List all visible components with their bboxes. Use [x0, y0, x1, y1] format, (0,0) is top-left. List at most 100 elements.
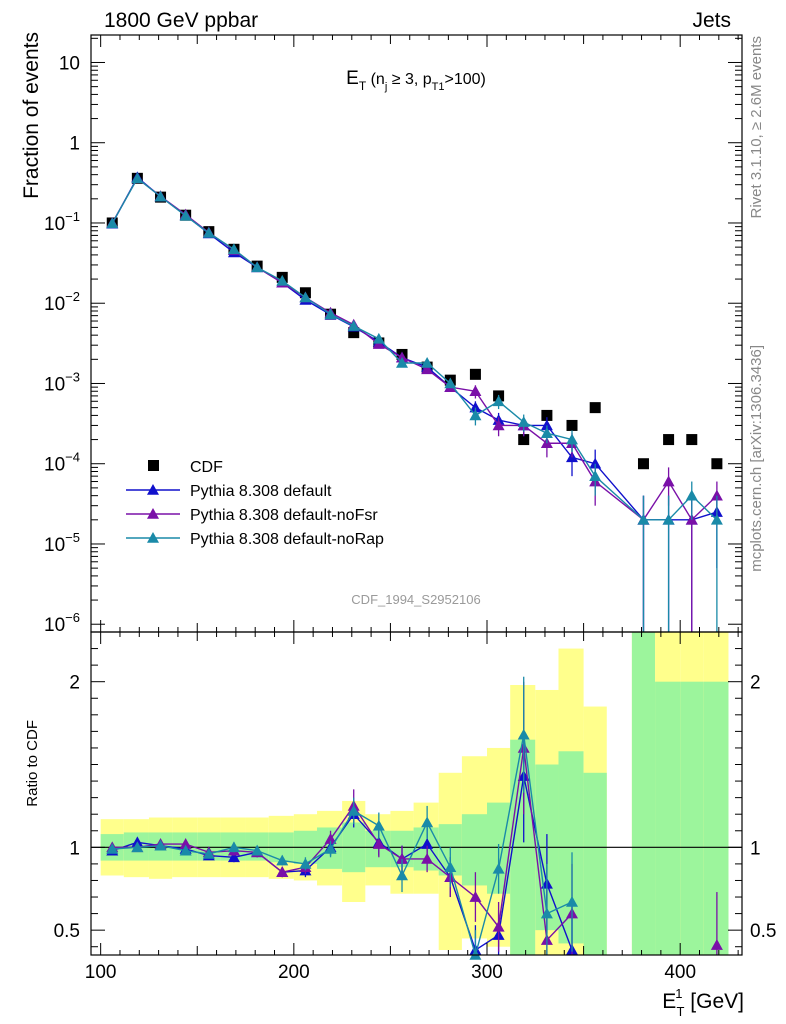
marker-noRap-11 — [372, 332, 385, 344]
marker-noRap-24 — [710, 513, 723, 525]
ratio-marker-noRap-19 — [566, 895, 579, 907]
ratio-band-inner-20 — [583, 772, 607, 955]
ratio-marker-noFsr-3 — [179, 838, 192, 849]
marker-noRap-22 — [662, 513, 675, 525]
marker-noRap-21 — [637, 513, 650, 525]
marker-noRap-9 — [324, 308, 337, 319]
ratio-tick-label-right-1: 1 — [750, 838, 761, 859]
top-y-axis-label: Fraction of events — [20, 32, 43, 199]
ratio-marker-noRap-13 — [421, 816, 434, 828]
ratio-band-inner-24 — [703, 681, 729, 955]
ratio-marker-noRap-17 — [517, 728, 530, 740]
marker-noRap-19 — [566, 433, 579, 445]
legend-marker-data — [148, 460, 159, 471]
ratio-tick-label-right-0: 2 — [750, 673, 761, 694]
ratio-marker-noRap-5 — [227, 841, 240, 853]
ratio-marker-noFsr-15 — [469, 891, 482, 902]
analysis-id-label: CDF_1994_S2952106 — [351, 592, 480, 607]
x-tick-label-300: 300 — [471, 962, 503, 983]
marker-noRap-23 — [685, 489, 698, 501]
marker-noFsr-15 — [469, 385, 482, 397]
data-point-data-17 — [518, 434, 530, 446]
x-tick-label-200: 200 — [278, 962, 310, 983]
ratio-marker-noRap-8 — [299, 857, 312, 869]
ratio-marker-noFsr-7 — [276, 866, 289, 877]
legend-marker-noFsr — [147, 508, 159, 519]
ratio-marker-default-5 — [227, 851, 240, 863]
ratio-line-noRap — [112, 734, 573, 958]
ratio-marker-default-13 — [421, 838, 434, 849]
y-tick-label-7: 10−6 — [44, 610, 80, 636]
y-tick-label-3: 10−2 — [44, 289, 80, 315]
ratio-band-inner-15 — [461, 814, 488, 886]
ratio-marker-noFsr-12 — [396, 852, 409, 864]
ratio-marker-noRap-12 — [396, 869, 409, 881]
y-tick-label-0: 10 — [59, 53, 80, 74]
ratio-marker-noFsr-11 — [372, 838, 385, 849]
y-tick-label-6: 10−5 — [44, 530, 80, 556]
ratio-band-inner-21 — [631, 632, 656, 955]
marker-default-20 — [589, 457, 602, 469]
marker-noRap-1 — [131, 172, 144, 184]
marker-noRap-6 — [251, 261, 264, 273]
marker-default-15 — [469, 401, 482, 413]
marker-noRap-13 — [421, 356, 434, 368]
ratio-marker-noRap-16 — [492, 862, 505, 874]
ratio-marker-noFsr-13 — [421, 852, 434, 864]
rivet-version-label: Rivet 3.1.10, ≥ 2.6M events — [748, 36, 765, 219]
marker-default-18 — [540, 419, 553, 431]
ratio-marker-noRap-7 — [276, 854, 289, 866]
marker-noRap-20 — [589, 470, 602, 481]
data-point-data-23 — [686, 434, 698, 446]
top-panel-frame — [90, 34, 743, 633]
marker-noRap-0 — [106, 217, 119, 229]
ratio-band-inner-23 — [680, 681, 704, 955]
x-tick-label-100: 100 — [85, 962, 117, 983]
data-point-data-18 — [541, 409, 553, 421]
ratio-marker-noRap-1 — [131, 841, 144, 853]
data-point-data-21 — [637, 458, 649, 470]
marker-noRap-14 — [444, 377, 457, 389]
ratio-marker-noRap-2 — [154, 839, 167, 851]
data-point-data-10 — [348, 327, 360, 339]
marker-noRap-5 — [227, 243, 240, 255]
ratio-marker-noFsr-16 — [492, 920, 505, 932]
marker-noRap-18 — [540, 427, 553, 439]
legend-marker-noRap — [147, 532, 159, 543]
ratio-marker-noRap-14 — [444, 861, 457, 873]
x-axis-label: E1 T [GeV] — [662, 986, 744, 1019]
mcplots-reference-label: mcplots.cern.ch [arXiv:1306.3436] — [748, 345, 765, 572]
legend-marker-default — [147, 484, 159, 495]
marker-noRap-15 — [469, 409, 482, 421]
marker-noRap-8 — [299, 291, 312, 303]
ratio-marker-noRap-0 — [106, 842, 119, 854]
ratio-tick-label-left-1: 1 — [69, 838, 80, 859]
ratio-band-inner-13 — [413, 827, 439, 871]
ratio-marker-noFsr-24 — [710, 939, 723, 950]
data-point-data-19 — [566, 419, 578, 431]
y-tick-label-1: 1 — [69, 134, 80, 155]
marker-noRap-3 — [179, 209, 192, 221]
ratio-tick-label-left-0: 2 — [69, 673, 80, 694]
marker-noRap-10 — [347, 320, 360, 331]
ratio-marker-noRap-9 — [324, 842, 337, 854]
ratio-y-axis-label: Ratio to CDF — [24, 720, 41, 807]
legend-label-noFsr: Pythia 8.308 default-noFsr — [190, 507, 378, 524]
ratio-marker-noRap-10 — [347, 804, 360, 816]
legend-label-default: Pythia 8.308 default — [190, 483, 332, 500]
legend-label-noRap: Pythia 8.308 default-noRap — [190, 531, 384, 548]
marker-noRap-17 — [517, 416, 530, 427]
header-right: Jets — [692, 9, 731, 32]
y-tick-label-4: 10−3 — [44, 369, 80, 395]
legend-label-data: CDF — [190, 459, 223, 476]
ratio-marker-noRap-3 — [179, 844, 192, 856]
x-tick-label-400: 400 — [664, 962, 696, 983]
data-point-data-15 — [469, 368, 481, 380]
marker-noFsr-22 — [662, 475, 675, 487]
data-point-data-22 — [663, 434, 675, 446]
marker-noFsr-16 — [492, 419, 505, 431]
marker-noRap-4 — [202, 227, 215, 238]
ratio-marker-noRap-6 — [251, 844, 264, 856]
marker-noRap-12 — [396, 356, 409, 368]
marker-noFsr-24 — [710, 489, 723, 501]
